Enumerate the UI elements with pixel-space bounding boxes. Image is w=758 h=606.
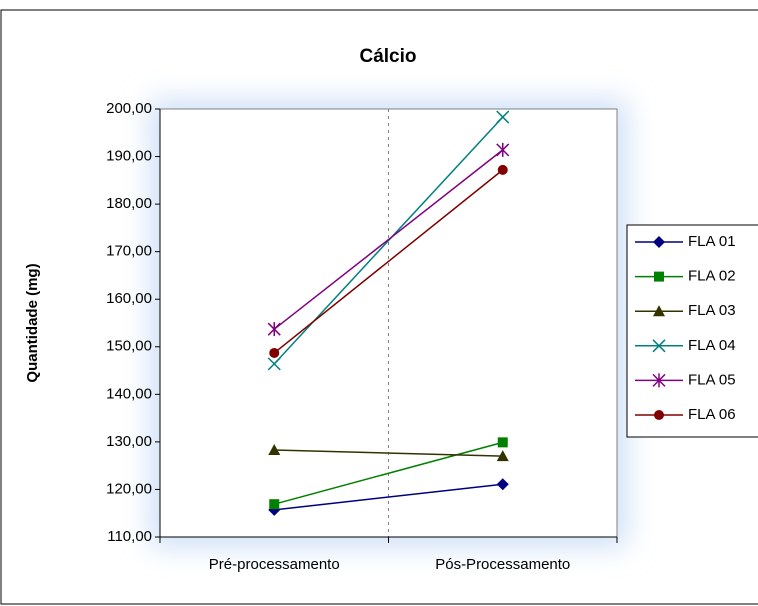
chart-title: Cálcio (359, 46, 416, 67)
series-line (273, 169, 504, 354)
y-tick-label: 170,00 (106, 243, 152, 260)
legend-label: FLA 04 (688, 337, 736, 354)
legend-marker (652, 373, 666, 388)
y-tick-label: 190,00 (106, 148, 152, 165)
legend-marker (653, 305, 665, 317)
legend-label: FLA 03 (688, 302, 736, 319)
marker (497, 437, 508, 448)
y-tick-label: 150,00 (106, 338, 152, 355)
series-line (274, 483, 503, 511)
x-tick-label: Pós-Processamento (435, 556, 570, 573)
marker (269, 499, 280, 510)
marker (268, 443, 281, 455)
series-line (274, 449, 503, 457)
marker (267, 322, 281, 337)
y-tick-label: 200,00 (106, 100, 152, 117)
y-tick-label: 110,00 (107, 528, 152, 545)
legend-marker (654, 410, 664, 420)
y-tick-label: 140,00 (106, 385, 152, 402)
legend-label: FLA 06 (688, 406, 736, 423)
y-tick-label: 130,00 (106, 433, 152, 450)
legend-label: FLA 05 (688, 371, 736, 388)
legend-marker (654, 271, 664, 282)
series-line (273, 149, 504, 330)
legend-marker (653, 236, 665, 248)
series-line (274, 441, 503, 505)
marker (496, 450, 509, 462)
marker (497, 164, 508, 175)
legend-label: FLA 02 (688, 268, 736, 285)
y-tick-label: 120,00 (106, 480, 152, 497)
legend (626, 224, 758, 438)
y-tick-label: 160,00 (106, 290, 152, 307)
marker (496, 110, 510, 124)
legend-label: FLA 01 (688, 233, 736, 250)
marker (496, 478, 509, 491)
legend-marker (652, 339, 666, 353)
y-axis-title: Quantidade (mg) (24, 263, 41, 382)
marker (269, 347, 280, 358)
marker (496, 142, 510, 157)
y-tick-label: 180,00 (106, 195, 152, 212)
x-tick-label: Pré-processamento (209, 556, 340, 573)
marker (267, 357, 281, 371)
